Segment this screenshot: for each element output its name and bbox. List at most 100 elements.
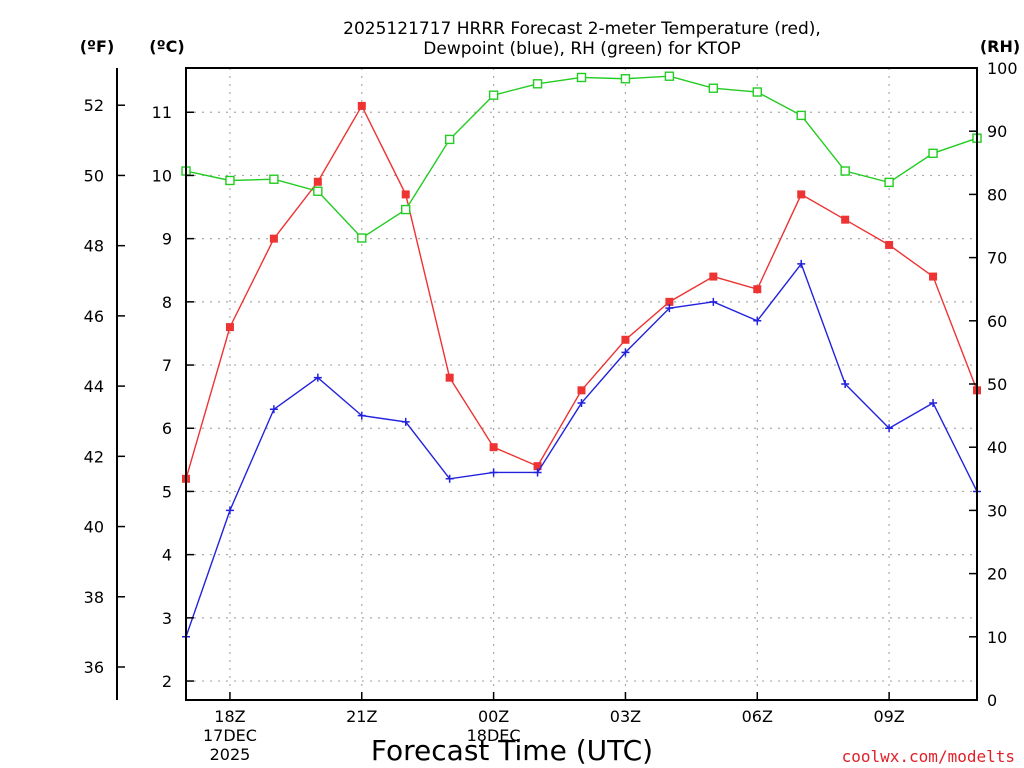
data-point xyxy=(489,443,498,452)
series-celsius-1 xyxy=(182,259,981,641)
rh-tick-label: 80 xyxy=(987,185,1007,204)
data-point xyxy=(357,411,366,420)
data-point xyxy=(532,79,543,89)
fahrenheit-tick-label: 42 xyxy=(84,447,104,466)
celsius-tick-label: 10 xyxy=(152,166,172,185)
celsius-tick-label: 9 xyxy=(162,230,172,249)
data-point xyxy=(928,148,938,159)
data-point xyxy=(225,323,234,332)
data-point xyxy=(357,233,367,243)
x-tick-label: 00Z xyxy=(478,707,509,726)
data-point xyxy=(225,506,234,515)
rh-tick-label: 70 xyxy=(987,249,1007,268)
x-tick-label: 06Z xyxy=(742,707,773,726)
data-point xyxy=(576,72,587,83)
rh-unit-label: (RH) xyxy=(980,37,1020,56)
fahrenheit-tick-label: 44 xyxy=(84,377,104,396)
data-point xyxy=(621,335,630,344)
fahrenheit-tick-label: 48 xyxy=(84,237,104,256)
data-point xyxy=(884,177,894,188)
data-point xyxy=(753,316,762,325)
x-tick-label: 2025 xyxy=(210,745,251,764)
data-point xyxy=(929,272,938,281)
series-line xyxy=(185,75,978,239)
data-point xyxy=(313,373,322,382)
data-point xyxy=(841,380,850,388)
rh-tick-label: 40 xyxy=(987,438,1007,457)
x-axis-label: Forecast Time (UTC) xyxy=(371,734,653,767)
data-point xyxy=(269,174,279,184)
data-point xyxy=(797,190,806,199)
rh-tick-label: 90 xyxy=(987,122,1007,141)
data-point xyxy=(796,110,806,121)
series-layer xyxy=(181,71,982,641)
x-tick-label: 18Z xyxy=(214,707,245,726)
celsius-unit-label: (ºC) xyxy=(149,37,184,56)
rh-tick-label: 50 xyxy=(987,375,1007,394)
data-point xyxy=(533,468,542,477)
fahrenheit-tick-label: 46 xyxy=(84,307,104,326)
celsius-tick-label: 7 xyxy=(162,356,172,375)
data-point xyxy=(313,177,322,186)
data-point xyxy=(709,297,718,306)
data-point xyxy=(401,190,410,199)
plot-frame xyxy=(185,67,978,701)
x-tick-label: 18DEC xyxy=(467,726,521,745)
series-rh-2 xyxy=(181,71,982,243)
data-point xyxy=(488,90,499,100)
series-line xyxy=(185,104,978,479)
chart-title-line-2: Dewpoint (blue), RH (green) for KTOP xyxy=(423,39,740,59)
celsius-tick-label: 4 xyxy=(162,546,172,565)
rh-tick-label: 20 xyxy=(987,565,1007,584)
data-point xyxy=(665,297,674,306)
data-point xyxy=(445,373,454,382)
data-point xyxy=(489,468,498,477)
rh-tick-label: 30 xyxy=(987,501,1007,520)
data-point xyxy=(313,186,323,196)
data-point xyxy=(445,474,454,483)
chart-title-line-1: 2025121717 HRRR Forecast 2-meter Tempera… xyxy=(343,19,821,39)
data-point xyxy=(885,424,894,433)
data-point xyxy=(401,204,411,215)
celsius-tick-label: 11 xyxy=(152,103,172,122)
data-point xyxy=(577,386,586,395)
data-point xyxy=(357,101,366,110)
data-point xyxy=(841,215,850,224)
data-point xyxy=(225,175,235,186)
celsius-tick-label: 8 xyxy=(162,293,172,312)
data-point xyxy=(752,87,762,97)
data-point xyxy=(709,272,718,281)
series-celsius-0 xyxy=(182,101,981,483)
data-point xyxy=(269,234,278,243)
fahrenheit-unit-label: (ºF) xyxy=(80,37,115,56)
celsius-tick-label: 6 xyxy=(162,419,172,438)
fahrenheit-tick-label: 36 xyxy=(84,658,104,677)
credit-link[interactable]: coolwx.com/modelts xyxy=(842,747,1015,766)
data-point xyxy=(664,71,675,81)
data-point xyxy=(620,74,631,84)
rh-tick-label: 100 xyxy=(987,59,1018,78)
fahrenheit-tick-label: 40 xyxy=(84,518,104,537)
celsius-tick-label: 5 xyxy=(162,482,172,501)
fahrenheit-tick-label: 38 xyxy=(84,588,104,607)
celsius-tick-label: 2 xyxy=(162,672,172,691)
data-point xyxy=(269,405,278,414)
fahrenheit-tick-label: 50 xyxy=(84,166,104,185)
rh-tick-label: 60 xyxy=(987,312,1007,331)
rh-tick-label: 0 xyxy=(987,691,997,710)
series-line xyxy=(185,262,978,638)
data-point xyxy=(797,259,806,268)
data-point xyxy=(929,398,938,407)
rh-tick-label: 10 xyxy=(987,628,1007,647)
x-tick-label: 09Z xyxy=(873,707,904,726)
celsius-tick-label: 3 xyxy=(162,609,172,628)
x-tick-label: 17DEC xyxy=(203,726,257,745)
gridlines xyxy=(186,68,977,700)
data-point xyxy=(665,304,674,313)
data-point xyxy=(444,134,455,145)
x-tick-label: 21Z xyxy=(346,707,377,726)
data-point xyxy=(753,285,762,294)
data-point xyxy=(708,83,719,93)
